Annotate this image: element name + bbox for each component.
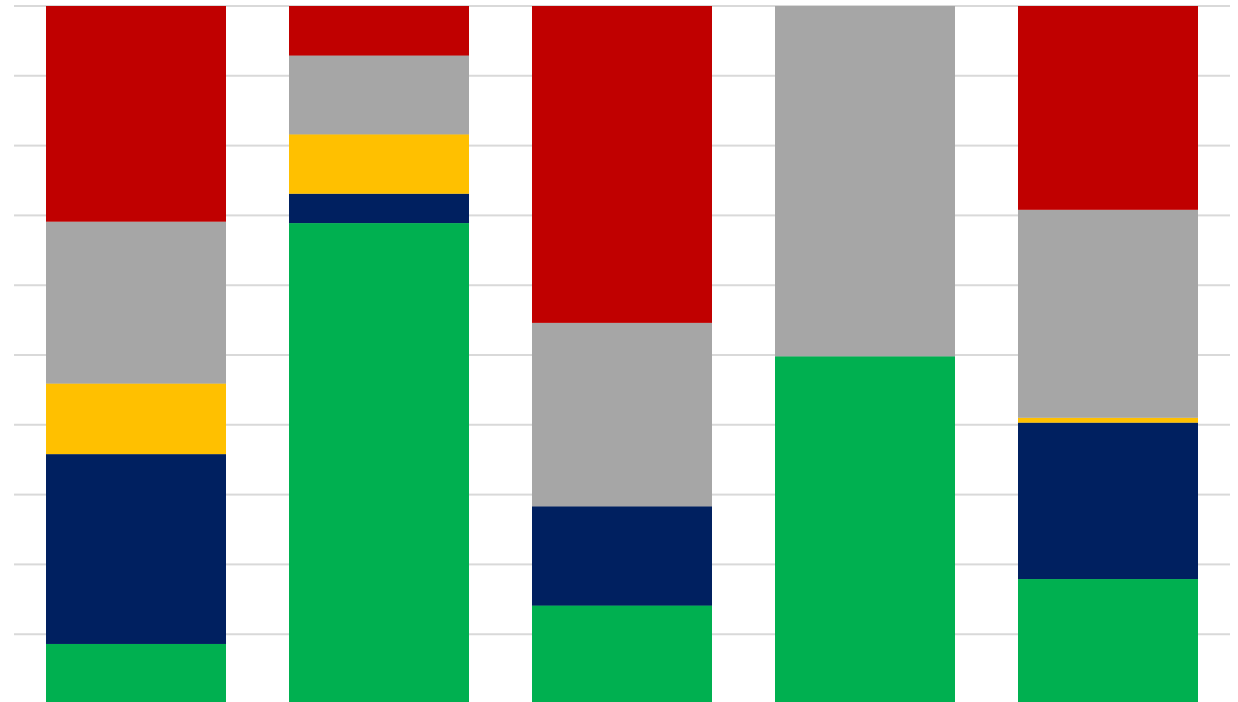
bar-segment xyxy=(289,193,469,224)
bar-segment xyxy=(1018,209,1198,418)
bar-segment xyxy=(775,356,955,702)
bar-segment xyxy=(532,506,712,606)
bar-segment xyxy=(1018,6,1198,210)
bar-segment xyxy=(1018,422,1198,580)
bar-segment xyxy=(289,134,469,194)
bar-segment xyxy=(289,223,469,702)
bar-segment xyxy=(46,6,226,222)
bar-segment xyxy=(1018,579,1198,702)
bar-segment xyxy=(289,6,469,56)
bar-segment xyxy=(289,55,469,135)
bar-segment xyxy=(532,605,712,702)
bar-segment xyxy=(1018,417,1198,423)
bar-segment xyxy=(532,322,712,507)
bar-segment xyxy=(775,6,955,357)
bar-segment xyxy=(46,643,226,702)
bar-segment xyxy=(46,383,226,455)
bar-segment xyxy=(46,454,226,644)
bar-segment xyxy=(46,221,226,384)
bar-segment xyxy=(532,6,712,323)
bars xyxy=(46,6,1198,702)
